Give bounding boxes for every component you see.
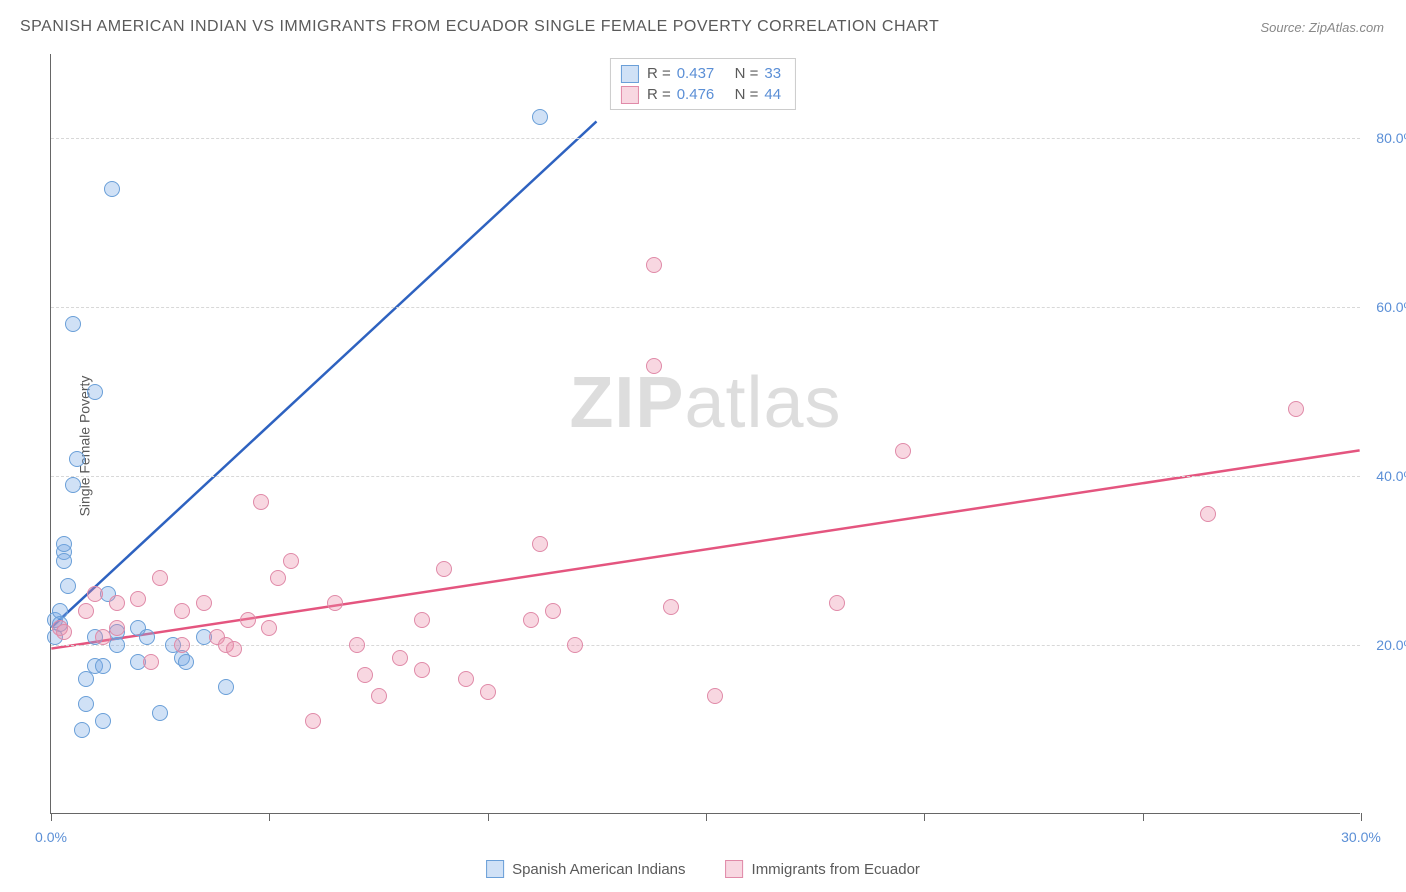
data-point <box>152 705 168 721</box>
data-point <box>305 713 321 729</box>
data-point <box>226 641 242 657</box>
data-point <box>357 667 373 683</box>
source-attribution: Source: ZipAtlas.com <box>1260 20 1384 35</box>
data-point <box>109 595 125 611</box>
legend-swatch <box>726 860 744 878</box>
x-tick <box>488 813 489 821</box>
data-point <box>646 257 662 273</box>
data-point <box>56 624 72 640</box>
data-point <box>130 591 146 607</box>
watermark-bold: ZIP <box>569 363 684 443</box>
data-point <box>78 603 94 619</box>
x-tick <box>1143 813 1144 821</box>
data-point <box>218 679 234 695</box>
data-point <box>707 688 723 704</box>
legend-swatch <box>486 860 504 878</box>
data-point <box>532 109 548 125</box>
series-name: Immigrants from Ecuador <box>752 861 920 878</box>
data-point <box>178 654 194 670</box>
x-tick <box>706 813 707 821</box>
data-point <box>95 713 111 729</box>
data-point <box>65 316 81 332</box>
data-point <box>663 599 679 615</box>
data-point <box>78 696 94 712</box>
data-point <box>139 629 155 645</box>
data-point <box>95 658 111 674</box>
legend-text: R =0.437 N =33 <box>647 63 781 84</box>
data-point <box>87 384 103 400</box>
data-point <box>60 578 76 594</box>
legend-text: R =0.476 N =44 <box>647 84 781 105</box>
x-tick-label: 0.0% <box>35 829 67 845</box>
data-point <box>414 662 430 678</box>
data-point <box>69 451 85 467</box>
gridline <box>51 138 1360 139</box>
data-point <box>458 671 474 687</box>
data-point <box>152 570 168 586</box>
data-point <box>270 570 286 586</box>
watermark: ZIPatlas <box>569 362 841 444</box>
legend-row: R =0.437 N =33 <box>621 63 781 84</box>
data-point <box>56 536 72 552</box>
data-point <box>196 595 212 611</box>
data-point <box>895 443 911 459</box>
data-point <box>174 637 190 653</box>
chart-title: SPANISH AMERICAN INDIAN VS IMMIGRANTS FR… <box>20 18 939 36</box>
data-point <box>646 358 662 374</box>
x-tick <box>269 813 270 821</box>
x-tick <box>51 813 52 821</box>
trend-line <box>51 121 596 627</box>
data-point <box>74 722 90 738</box>
correlation-legend: R =0.437 N =33R =0.476 N =44 <box>610 58 796 110</box>
trend-lines-layer <box>51 54 1360 813</box>
data-point <box>414 612 430 628</box>
y-tick-label: 20.0% <box>1376 637 1406 653</box>
plot-area: ZIPatlas 20.0%40.0%60.0%80.0%0.0%30.0% <box>50 54 1360 814</box>
x-tick <box>1361 813 1362 821</box>
data-point <box>253 494 269 510</box>
data-point <box>480 684 496 700</box>
data-point <box>87 586 103 602</box>
data-point <box>371 688 387 704</box>
data-point <box>532 536 548 552</box>
y-tick-label: 80.0% <box>1376 130 1406 146</box>
series-name: Spanish American Indians <box>512 861 685 878</box>
legend-swatch <box>621 65 639 83</box>
data-point <box>65 477 81 493</box>
x-tick-label: 30.0% <box>1341 829 1381 845</box>
series-legend: Spanish American Indians Immigrants from … <box>486 860 920 878</box>
data-point <box>283 553 299 569</box>
y-tick-label: 40.0% <box>1376 468 1406 484</box>
series-legend-item: Spanish American Indians <box>486 860 685 878</box>
gridline <box>51 307 1360 308</box>
data-point <box>829 595 845 611</box>
gridline <box>51 645 1360 646</box>
data-point <box>143 654 159 670</box>
data-point <box>240 612 256 628</box>
x-tick <box>924 813 925 821</box>
legend-row: R =0.476 N =44 <box>621 84 781 105</box>
data-point <box>436 561 452 577</box>
data-point <box>523 612 539 628</box>
data-point <box>109 637 125 653</box>
data-point <box>392 650 408 666</box>
chart-container: SPANISH AMERICAN INDIAN VS IMMIGRANTS FR… <box>0 0 1406 892</box>
data-point <box>327 595 343 611</box>
gridline <box>51 476 1360 477</box>
data-point <box>261 620 277 636</box>
data-point <box>174 603 190 619</box>
series-legend-item: Immigrants from Ecuador <box>726 860 920 878</box>
data-point <box>567 637 583 653</box>
legend-swatch <box>621 86 639 104</box>
data-point <box>545 603 561 619</box>
data-point <box>104 181 120 197</box>
watermark-rest: atlas <box>684 363 841 443</box>
data-point <box>349 637 365 653</box>
data-point <box>1288 401 1304 417</box>
data-point <box>56 553 72 569</box>
y-tick-label: 60.0% <box>1376 299 1406 315</box>
data-point <box>1200 506 1216 522</box>
data-point <box>109 620 125 636</box>
